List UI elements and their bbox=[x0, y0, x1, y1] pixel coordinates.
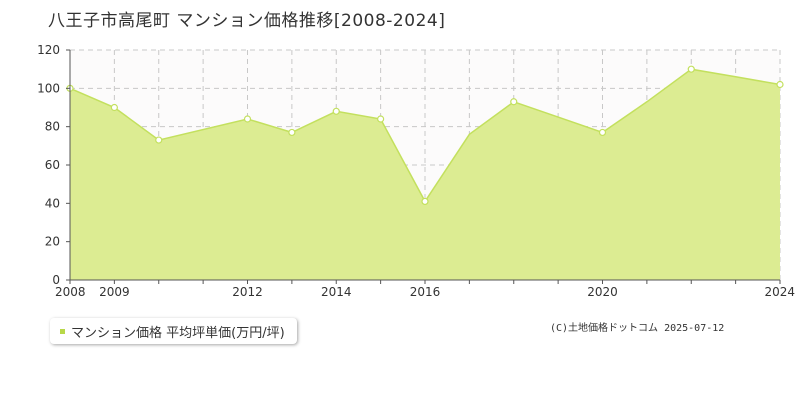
legend: マンション価格 平均坪単価(万円/坪) bbox=[50, 318, 297, 344]
y-tick-label: 120 bbox=[37, 43, 60, 57]
legend-swatch bbox=[60, 328, 65, 334]
y-tick-label: 0 bbox=[52, 273, 60, 287]
x-tick-label: 2014 bbox=[321, 285, 352, 299]
data-point bbox=[243, 115, 252, 123]
data-point bbox=[598, 128, 607, 137]
y-tick-labels: 0 20 40 60 80 100 120 bbox=[37, 43, 60, 287]
x-tick-label: 2009 bbox=[99, 285, 130, 299]
y-tick-label: 80 bbox=[45, 120, 60, 134]
x-tick-label: 2024 bbox=[764, 285, 795, 299]
y-tick-label: 20 bbox=[45, 235, 60, 249]
axes bbox=[66, 49, 781, 284]
data-point bbox=[776, 80, 784, 89]
data-point bbox=[377, 115, 385, 123]
data-point bbox=[155, 136, 163, 144]
y-tick-label: 100 bbox=[37, 81, 60, 95]
data-point bbox=[510, 98, 518, 106]
x-tick-label: 2008 bbox=[55, 285, 86, 299]
chart-title: 八王子市高尾町 マンション価格推移[2008-2024] bbox=[48, 11, 446, 31]
data-point bbox=[332, 107, 340, 115]
x-tick-label: 2012 bbox=[232, 285, 263, 299]
legend-label: マンション価格 平均坪単価(万円/坪) bbox=[71, 325, 285, 341]
y-tick-label: 60 bbox=[45, 158, 60, 172]
source-note: (C)土地価格ドットコム 2025-07-12 bbox=[550, 323, 725, 334]
data-points bbox=[66, 65, 784, 206]
data-point bbox=[421, 197, 429, 206]
x-tick-label: 2016 bbox=[410, 285, 441, 299]
price-line bbox=[69, 68, 781, 203]
data-point bbox=[288, 128, 296, 137]
data-point bbox=[687, 65, 695, 73]
x-tick-labels: 2008 2009 2012 2014 2016 2020 2024 bbox=[55, 285, 795, 299]
x-tick-label: 2020 bbox=[587, 285, 618, 299]
y-tick-label: 40 bbox=[45, 196, 60, 210]
data-point bbox=[110, 103, 118, 112]
